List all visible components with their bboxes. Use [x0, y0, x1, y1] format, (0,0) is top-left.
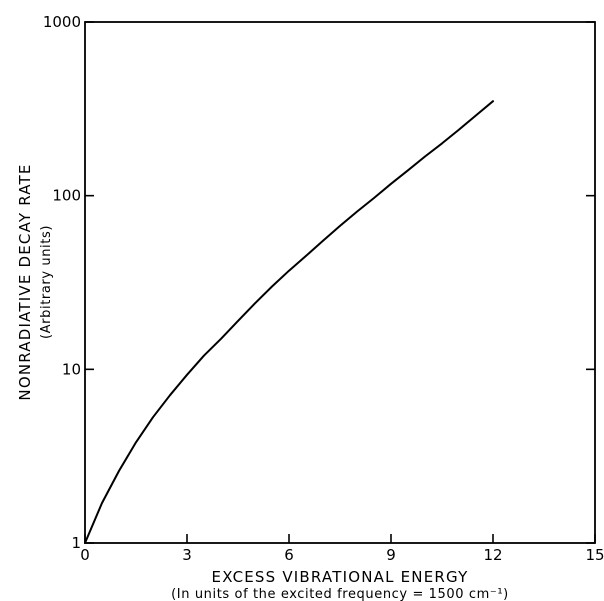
y-axis-title: NONRADIATIVE DECAY RATE	[16, 163, 34, 400]
x-axis-ticks	[84, 534, 596, 543]
decay-rate-curve	[84, 100, 494, 544]
x-axis-title: EXCESS VIBRATIONAL ENERGY	[212, 568, 469, 586]
x-tick-label: 3	[182, 546, 192, 564]
x-axis-tick-labels: 0 3 6 9 12 15	[80, 546, 604, 564]
y-axis-subtitle: (Arbitrary units)	[39, 225, 54, 339]
y-tick-label: 1000	[43, 13, 81, 31]
y-axis-ticks	[85, 21, 595, 544]
x-tick-label: 9	[386, 546, 396, 564]
plot-frame	[84, 21, 596, 544]
x-axis-subtitle: (In units of the excited frequency = 150…	[171, 587, 509, 601]
y-axis-tick-labels: 1 10 100 1000	[43, 13, 81, 552]
x-tick-label: 6	[284, 546, 294, 564]
x-tick-label: 0	[80, 546, 90, 564]
y-tick-label: 10	[62, 360, 81, 378]
y-tick-label: 1	[71, 534, 81, 552]
x-tick-label: 12	[483, 546, 502, 564]
y-tick-label: 100	[52, 187, 81, 205]
x-tick-label: 15	[585, 546, 604, 564]
